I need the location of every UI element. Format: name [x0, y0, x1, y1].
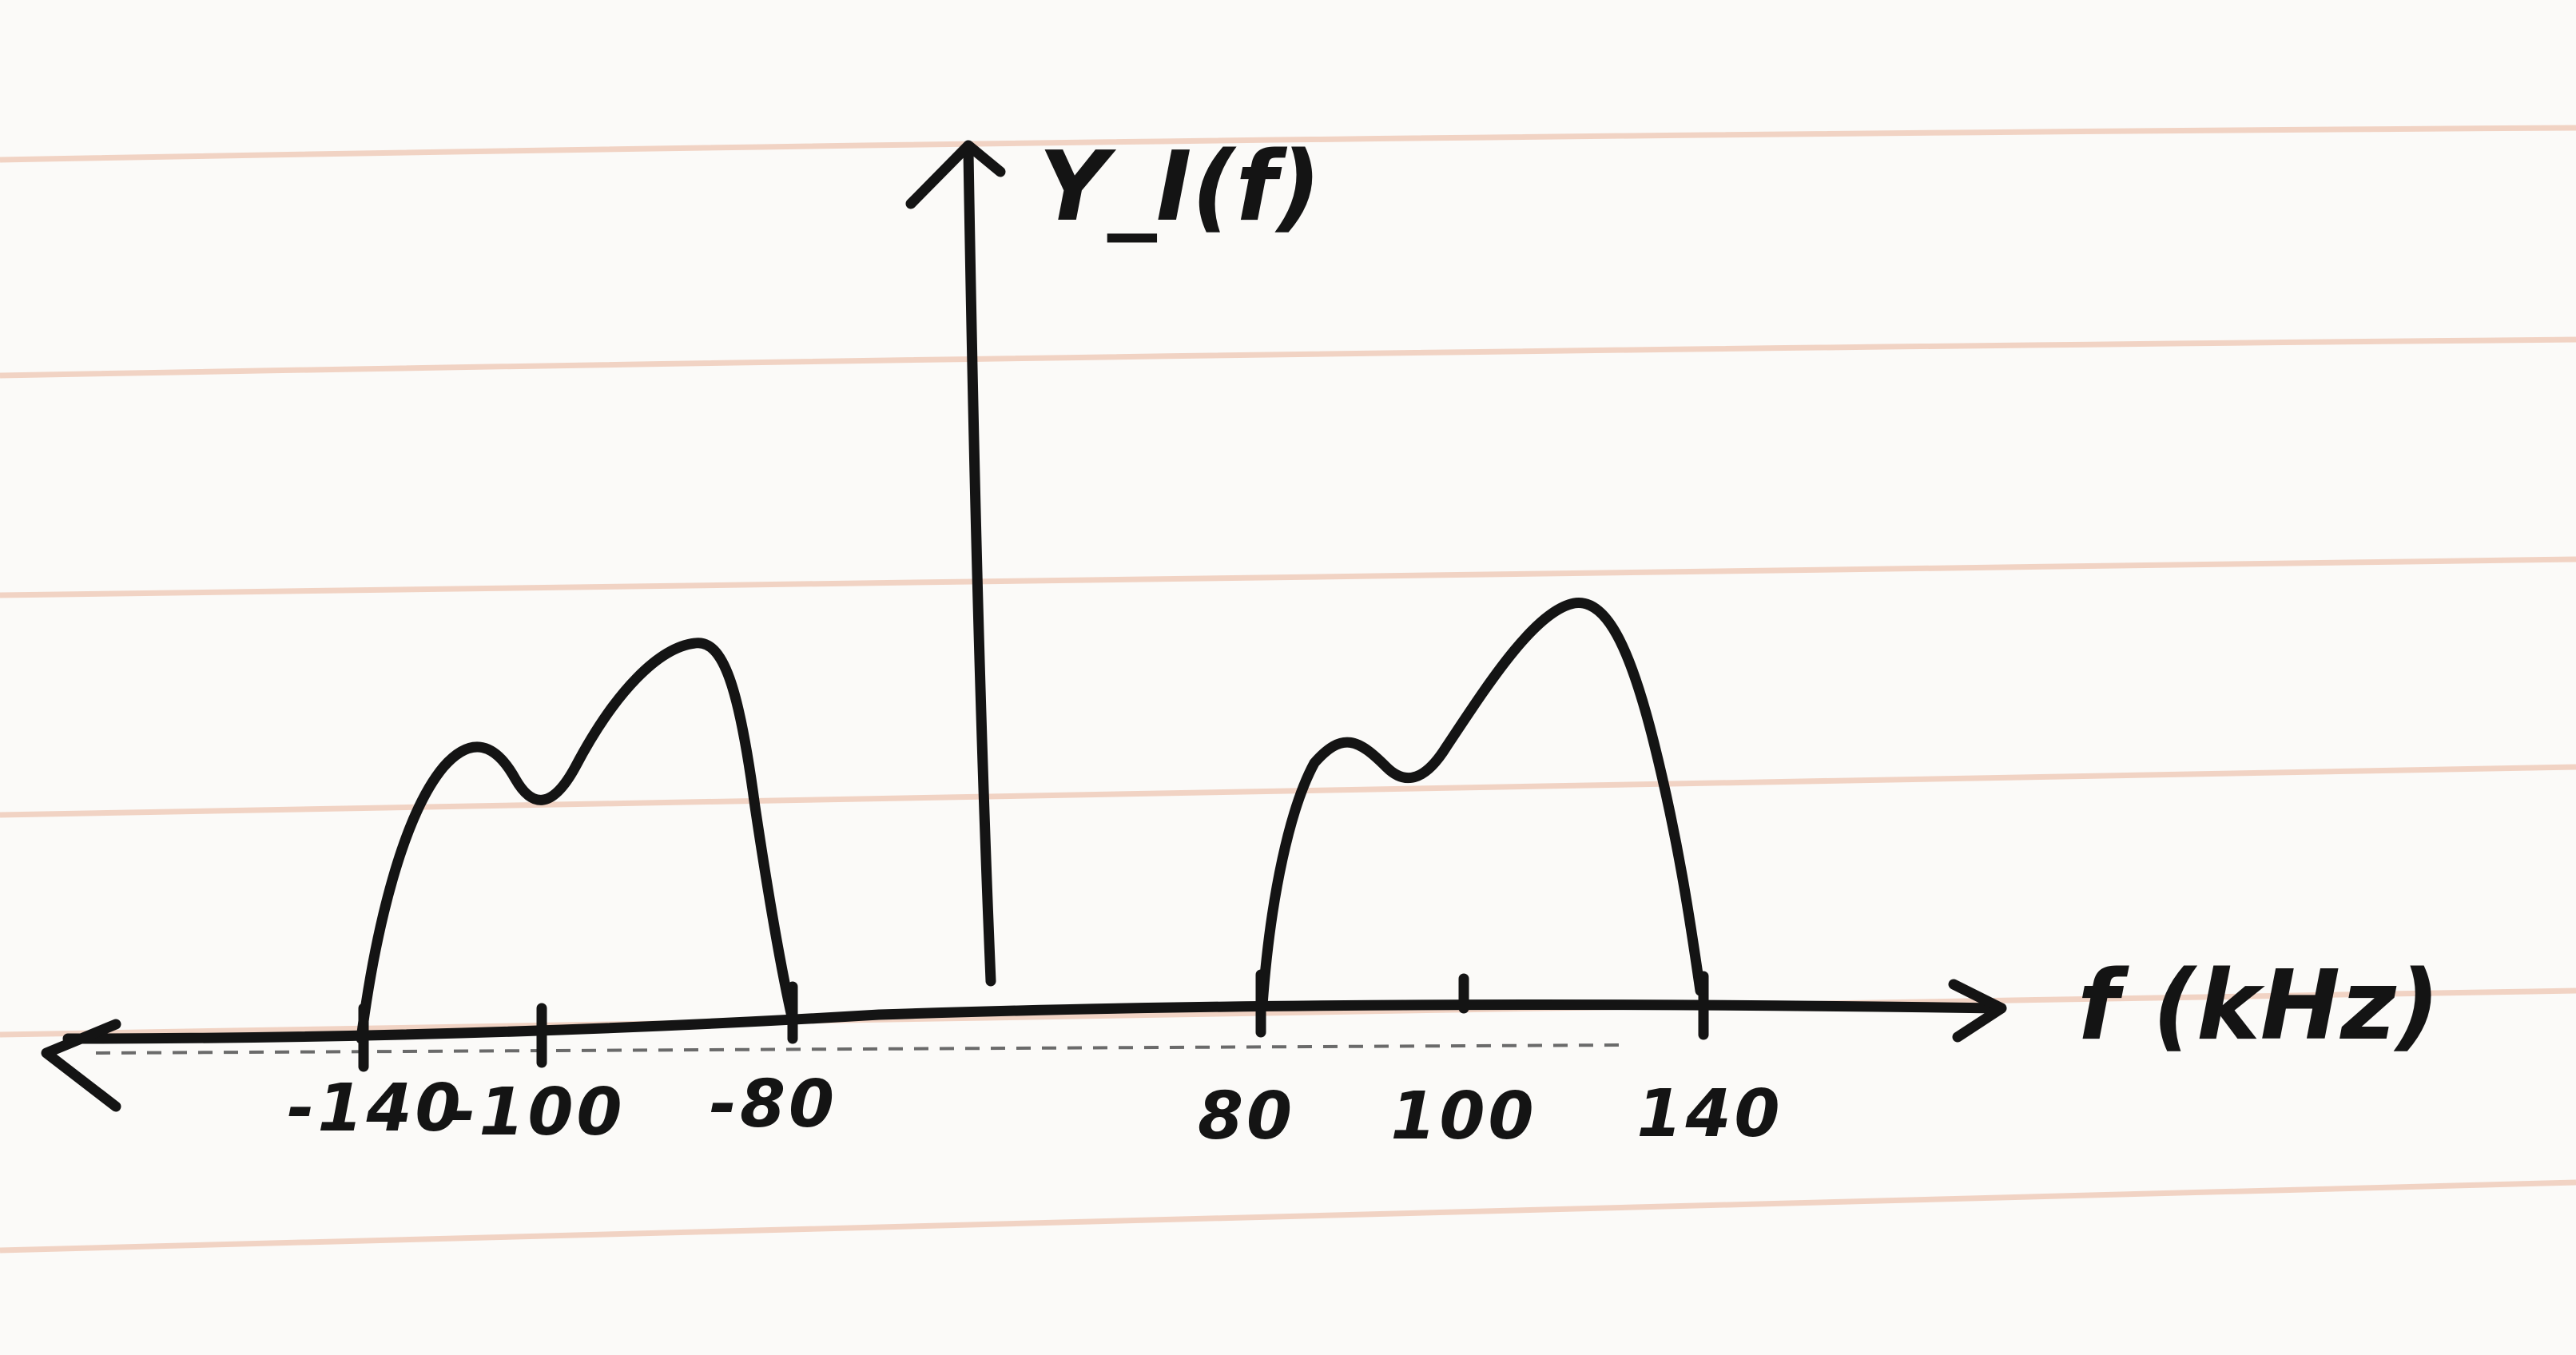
- ruled-line: [0, 125, 2576, 163]
- tick-label-140: 140: [1636, 1076, 1783, 1152]
- spectrum-lobe-negative: [356, 638, 797, 1044]
- tick-labels: -140 -100 -80 80 100 140: [287, 1067, 1783, 1154]
- tick-label-80: 80: [1198, 1079, 1295, 1154]
- ruled-line: [0, 764, 2576, 818]
- frequency-axis-label: f (kHz): [2077, 951, 2440, 1062]
- ruled-line: [0, 1179, 2576, 1254]
- tick-label-neg80: -80: [710, 1067, 837, 1142]
- ruled-line: [0, 556, 2576, 598]
- amplitude-axis-arrowhead: [905, 140, 1006, 209]
- ruled-line: [0, 336, 2576, 379]
- hand-drawn-diagram: [41, 140, 2007, 1112]
- frequency-axis-left-arrowhead: [41, 1019, 121, 1112]
- frequency-axis-right-arrowhead: [1948, 979, 2007, 1043]
- tick-label-neg100: -100: [448, 1075, 625, 1150]
- tick-label-neg140: -140: [287, 1071, 463, 1146]
- ruled-line: [0, 987, 2576, 1038]
- spectrum-lobe-positive: [1257, 598, 1706, 1011]
- amplitude-axis-label: Y_I(f): [1039, 132, 1321, 243]
- dashed-guide-line: [95, 1043, 1623, 1055]
- amplitude-axis: [963, 146, 996, 987]
- tick-label-100: 100: [1390, 1079, 1536, 1154]
